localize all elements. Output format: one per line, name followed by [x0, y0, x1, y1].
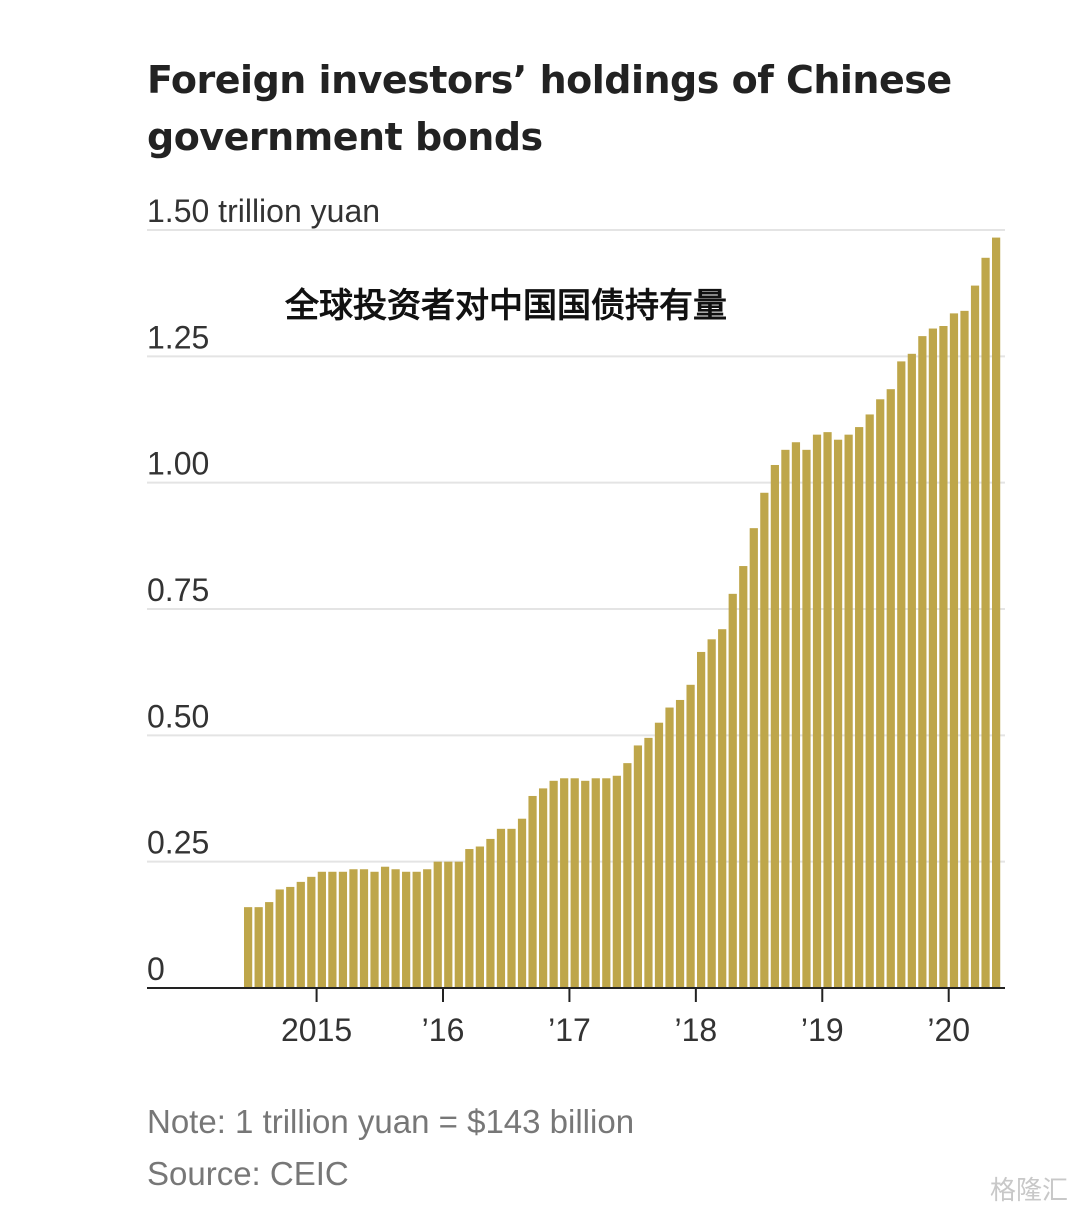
bar: [560, 778, 569, 988]
bar: [359, 869, 369, 988]
bar: [623, 763, 632, 988]
bar: [739, 566, 748, 988]
bar: [612, 775, 621, 988]
bar: [307, 876, 316, 988]
bar: [855, 427, 864, 989]
bar: [454, 861, 463, 988]
bar: [275, 889, 284, 988]
bar: [928, 328, 938, 988]
bar: [433, 861, 442, 988]
bar: [981, 257, 990, 988]
bar: [833, 439, 843, 989]
bar: [581, 780, 590, 988]
bar: [254, 907, 263, 988]
bar: [349, 869, 358, 988]
y-tick-labels: 1.50 trillion yuan 1.25 1.00 0.75 0.50 0.25 0: [147, 193, 380, 987]
bar: [697, 651, 706, 988]
bar: [876, 399, 885, 988]
bar: [296, 881, 305, 988]
bar: [286, 886, 295, 988]
y-tick-label: 1.00: [147, 446, 209, 482]
bar: [791, 442, 801, 988]
bar: [475, 846, 484, 988]
x-tick-label: ’17: [548, 1012, 591, 1048]
bar: [918, 336, 927, 988]
bar: [960, 310, 969, 989]
chart-title: Foreign investors’ holdings of Chinese g…: [147, 58, 952, 159]
bar: [897, 361, 906, 988]
x-tick-label: ’19: [801, 1012, 844, 1048]
bar: [644, 737, 653, 988]
bar: [686, 684, 695, 988]
bar: [675, 699, 685, 988]
y-tick-label: 0.25: [147, 825, 209, 861]
bar: [496, 828, 506, 988]
bar: [338, 871, 348, 988]
bar: [517, 818, 527, 988]
bar: [707, 639, 716, 988]
bar: [633, 745, 643, 988]
bar: [770, 464, 779, 989]
bar: [992, 237, 1001, 988]
bar: [823, 432, 832, 988]
bar: [412, 871, 421, 988]
watermark-logo: 格隆汇: [989, 1176, 1068, 1206]
bar: [465, 849, 474, 988]
bar: [317, 871, 326, 988]
bar: [654, 722, 664, 988]
bar: [423, 869, 432, 988]
x-tick-label: 2015: [281, 1012, 352, 1048]
bar: [865, 414, 874, 988]
bar: [402, 871, 411, 988]
y-tick-label: 0.50: [147, 698, 209, 734]
bar-chart: 1.50 trillion yuan1.251.000.750.500.250 …: [147, 193, 1005, 1048]
bar: [812, 434, 822, 988]
bar: [907, 353, 916, 988]
bar: [391, 869, 400, 988]
bar: [549, 780, 558, 988]
y-tick-label: 0.75: [147, 572, 209, 608]
x-tick-label: ’16: [422, 1012, 465, 1048]
bars: [244, 237, 1001, 989]
bar: [244, 907, 253, 988]
x-ticks: 2015 ’16 ’17 ’18 ’19 ’20: [281, 988, 970, 1048]
bar: [728, 593, 737, 988]
bar: [380, 866, 390, 988]
bar: [781, 449, 790, 988]
bar: [760, 492, 769, 988]
bar: [570, 778, 579, 988]
bar: [939, 326, 948, 988]
bar: [591, 778, 600, 988]
bar: [538, 788, 548, 988]
y-tick-label: 0: [147, 951, 165, 987]
bar: [802, 449, 811, 988]
bar: [486, 838, 495, 988]
bar: [328, 871, 337, 988]
bar: [886, 389, 895, 988]
bar: [665, 707, 674, 988]
bar: [507, 828, 516, 988]
y-tick-label: 1.50 trillion yuan: [147, 193, 380, 229]
bar: [602, 778, 611, 988]
bar: [718, 629, 727, 988]
chart-note: Note: 1 trillion yuan = $143 billion: [147, 1103, 635, 1140]
y-tick-label: 1.25: [147, 319, 209, 355]
bar: [528, 795, 537, 988]
chart-source: Source: CEIC: [147, 1155, 349, 1192]
bar: [970, 285, 980, 989]
bar: [949, 313, 959, 988]
x-tick-label: ’20: [927, 1012, 970, 1048]
bar: [749, 528, 758, 988]
bar: [844, 434, 853, 988]
chart-annotation: 全球投资者对中国国债持有量: [284, 286, 727, 326]
x-tick-label: ’18: [675, 1012, 718, 1048]
bar: [444, 861, 453, 988]
bar: [265, 902, 274, 988]
bar: [370, 871, 379, 988]
